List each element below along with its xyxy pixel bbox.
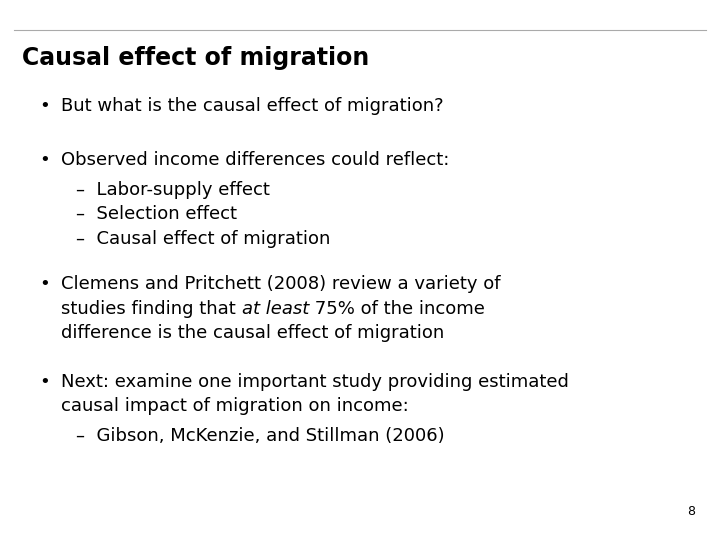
Text: Observed income differences could reflect:: Observed income differences could reflec… — [61, 151, 449, 169]
Text: But what is the causal effect of migration?: But what is the causal effect of migrati… — [61, 97, 444, 115]
Text: –  Selection effect: – Selection effect — [76, 205, 237, 223]
Text: Clemens and Pritchett (2008) review a variety of: Clemens and Pritchett (2008) review a va… — [61, 275, 500, 293]
Text: causal impact of migration on income:: causal impact of migration on income: — [61, 397, 409, 415]
Text: •: • — [40, 275, 50, 293]
Text: difference is the causal effect of migration: difference is the causal effect of migra… — [61, 324, 444, 342]
Text: •: • — [40, 97, 50, 115]
Text: at least: at least — [242, 300, 309, 318]
Text: studies finding that: studies finding that — [61, 300, 242, 318]
Text: –  Causal effect of migration: – Causal effect of migration — [76, 230, 330, 247]
Text: 75% of the income: 75% of the income — [309, 300, 485, 318]
Text: 8: 8 — [687, 505, 695, 518]
Text: –  Gibson, McKenzie, and Stillman (2006): – Gibson, McKenzie, and Stillman (2006) — [76, 427, 444, 444]
Text: Causal effect of migration: Causal effect of migration — [22, 46, 369, 70]
Text: –  Labor-supply effect: – Labor-supply effect — [76, 181, 269, 199]
Text: •: • — [40, 373, 50, 390]
Text: •: • — [40, 151, 50, 169]
Text: Next: examine one important study providing estimated: Next: examine one important study provid… — [61, 373, 569, 390]
